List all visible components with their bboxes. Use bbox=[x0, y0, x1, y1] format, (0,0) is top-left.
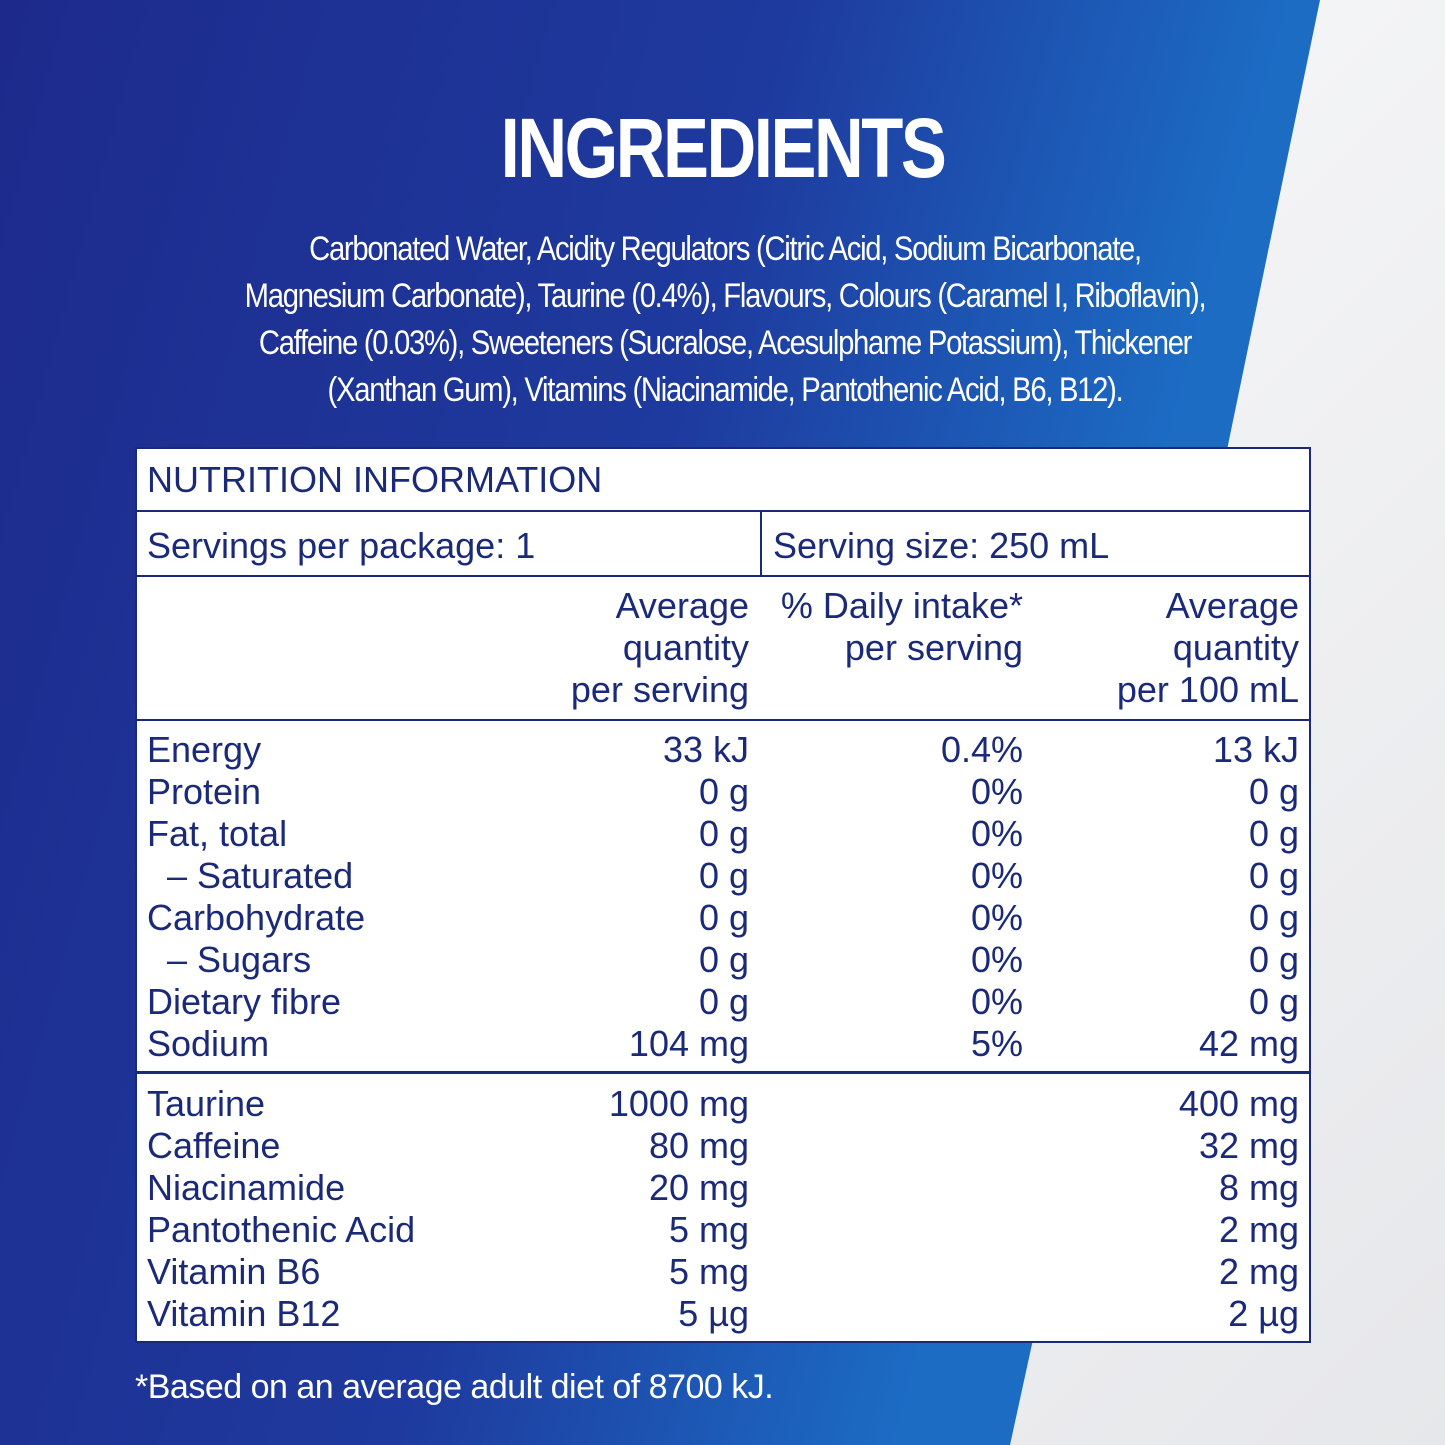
nutrient-value: 104 mg bbox=[628, 1023, 749, 1064]
nutrient-value: 0% bbox=[970, 813, 1023, 854]
column-header: per serving bbox=[844, 627, 1023, 668]
nutrient-name: Carbohydrate bbox=[147, 897, 366, 938]
nutrient-name: Taurine bbox=[147, 1083, 266, 1124]
divider bbox=[137, 575, 1309, 577]
nutrient-value: 33 kJ bbox=[662, 729, 749, 770]
nutrient-value: 5 µg bbox=[678, 1293, 749, 1334]
nutrient-name: – Sugars bbox=[167, 939, 312, 980]
column-header: quantity bbox=[622, 627, 749, 668]
nutrient-value: 5 mg bbox=[668, 1251, 749, 1292]
nutrient-value: 5% bbox=[970, 1023, 1023, 1064]
column-header: % Daily intake* bbox=[780, 585, 1023, 626]
nutrient-value: 32 mg bbox=[1198, 1125, 1299, 1166]
ingredients-line: Caffeine (0.03%), Sweeteners (Sucralose,… bbox=[258, 324, 1193, 362]
nutrient-value: 0 g bbox=[1248, 939, 1299, 980]
nutrient-value: 0 g bbox=[1248, 981, 1299, 1022]
ingredients-line: Magnesium Carbonate), Taurine (0.4%), Fl… bbox=[244, 277, 1207, 315]
ingredients: Carbonated Water, Acidity Regulators (Ci… bbox=[150, 226, 1300, 414]
nutrient-value: 0 g bbox=[698, 771, 749, 812]
nutrient-value: 0 g bbox=[698, 855, 749, 896]
nutrient-value: 13 kJ bbox=[1212, 729, 1299, 770]
nutrient-value: 0 g bbox=[1248, 813, 1299, 854]
serving-size: Serving size: 250 mL bbox=[773, 525, 1110, 566]
title: INGREDIENTS bbox=[500, 101, 947, 195]
nutrient-value: 0% bbox=[970, 771, 1023, 812]
table-title: NUTRITION INFORMATION bbox=[147, 459, 603, 500]
column-header: Average bbox=[615, 585, 749, 626]
nutrient-name: Vitamin B12 bbox=[147, 1293, 341, 1334]
nutrient-value: 0 g bbox=[1248, 771, 1299, 812]
divider bbox=[137, 719, 1309, 721]
nutrient-value: 2 mg bbox=[1218, 1209, 1299, 1250]
nutrition-table: NUTRITION INFORMATION Servings per packag… bbox=[135, 447, 1311, 1343]
nutrient-name: Protein bbox=[147, 771, 262, 812]
nutrient-value: 80 mg bbox=[648, 1125, 749, 1166]
divider bbox=[137, 510, 1309, 512]
nutrient-name: Dietary fibre bbox=[147, 981, 342, 1022]
nutrient-value: 0% bbox=[970, 939, 1023, 980]
nutrient-name: Sodium bbox=[147, 1023, 270, 1064]
nutrient-value: 0 g bbox=[1248, 897, 1299, 938]
nutrient-value: 20 mg bbox=[648, 1167, 749, 1208]
nutrient-name: Fat, total bbox=[147, 813, 288, 854]
nutrient-value: 0 g bbox=[698, 981, 749, 1022]
nutrient-name: Caffeine bbox=[147, 1125, 281, 1166]
nutrient-value: 0 g bbox=[698, 939, 749, 980]
servings-per-package: Servings per package: 1 bbox=[147, 525, 536, 566]
column-header: quantity bbox=[1172, 627, 1299, 668]
nutrient-value: 5 mg bbox=[668, 1209, 749, 1250]
nutrient-value: 0% bbox=[970, 855, 1023, 896]
nutrient-value: 1000 mg bbox=[608, 1083, 749, 1124]
nutrient-value: 400 mg bbox=[1178, 1083, 1299, 1124]
divider bbox=[137, 1071, 1309, 1074]
ingredients-line: Carbonated Water, Acidity Regulators (Ci… bbox=[309, 230, 1142, 268]
nutrient-name: Energy bbox=[147, 729, 262, 770]
nutrient-value: 0 g bbox=[698, 813, 749, 854]
column-header: per serving bbox=[570, 669, 749, 710]
nutrient-name: – Saturated bbox=[167, 855, 354, 896]
column-header: per 100 mL bbox=[1116, 669, 1299, 710]
nutrient-value: 2 mg bbox=[1218, 1251, 1299, 1292]
nutrient-name: Pantothenic Acid bbox=[147, 1209, 416, 1250]
nutrient-value: 8 mg bbox=[1218, 1167, 1299, 1208]
column-header: Average bbox=[1165, 585, 1299, 626]
nutrient-name: Niacinamide bbox=[147, 1167, 346, 1208]
nutrient-value: 0 g bbox=[1248, 855, 1299, 896]
ingredients-line: (Xanthan Gum), Vitamins (Niacinamide, Pa… bbox=[327, 371, 1124, 409]
nutrient-value: 0% bbox=[970, 897, 1023, 938]
nutrient-value: 0% bbox=[970, 981, 1023, 1022]
nutrient-name: Vitamin B6 bbox=[147, 1251, 321, 1292]
footnote: *Based on an average adult diet of 8700 … bbox=[135, 1368, 774, 1406]
nutrient-value: 0 g bbox=[698, 897, 749, 938]
nutrient-value: 0.4% bbox=[940, 729, 1023, 770]
nutrient-value: 2 µg bbox=[1228, 1293, 1299, 1334]
divider-vertical bbox=[760, 512, 762, 576]
nutrient-value: 42 mg bbox=[1198, 1023, 1299, 1064]
